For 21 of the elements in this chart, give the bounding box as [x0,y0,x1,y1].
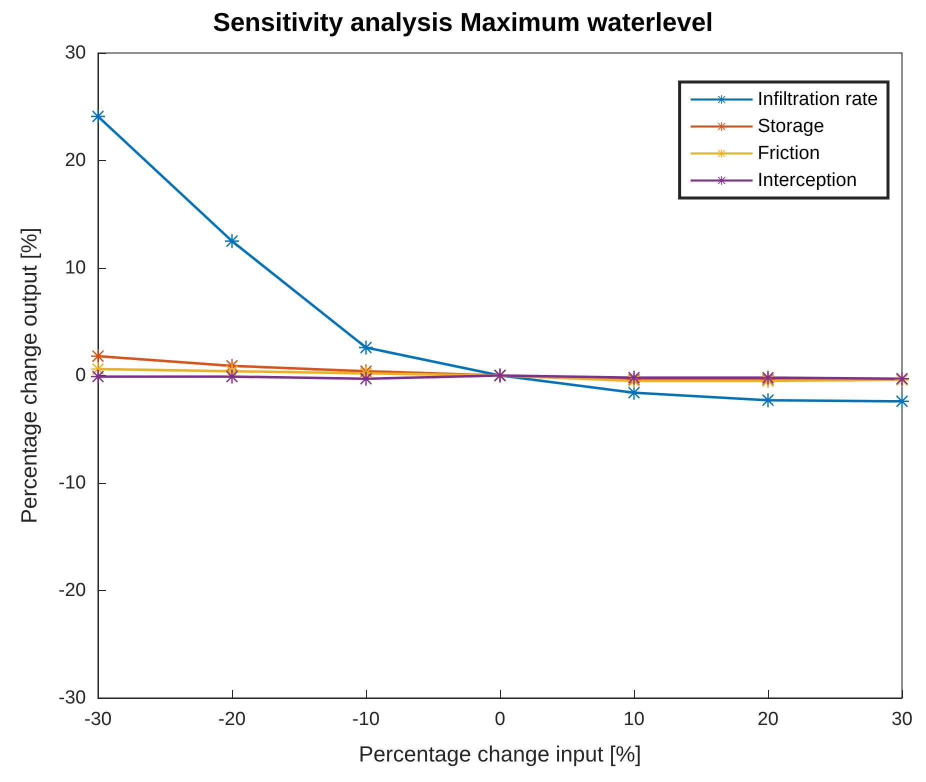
y-tick-label: -30 [58,688,86,708]
legend-label: Friction [758,143,820,164]
x-tick-label: -30 [84,709,112,730]
y-tick-label: 30 [64,42,86,64]
legend-label: Storage [758,116,824,137]
y-tick-label: -10 [58,472,86,494]
x-tick-label: 20 [757,709,779,730]
legend-label: Infiltration rate [758,89,878,110]
y-tick-label: 10 [64,258,86,278]
legend-label: Interception [758,170,857,191]
y-axis-title: Percentage change output [%] [16,228,42,524]
y-tick-label: -20 [58,580,86,601]
chart-title: Sensitivity analysis Maximum waterlevel [212,7,714,37]
x-tick-label: -10 [352,709,380,730]
x-tick-label: 0 [494,709,506,730]
y-tick-label: 0 [75,365,86,386]
x-tick-label: -20 [218,709,246,730]
x-tick-label: 30 [891,709,913,730]
x-tick-label: 10 [623,709,645,730]
x-axis-title: Percentage change input [%] [358,742,642,766]
y-tick-label: 20 [64,150,86,171]
